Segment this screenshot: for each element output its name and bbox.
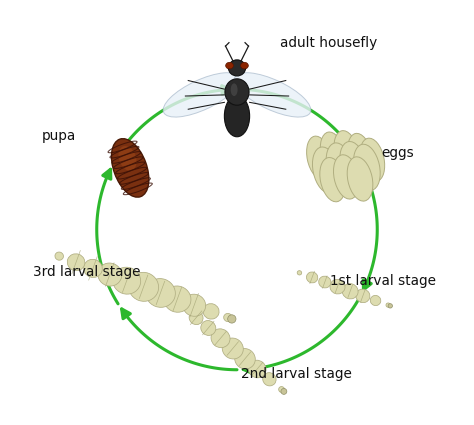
Ellipse shape [312, 147, 339, 193]
Ellipse shape [222, 338, 243, 359]
Ellipse shape [211, 329, 230, 348]
Ellipse shape [201, 320, 216, 335]
Ellipse shape [235, 348, 255, 369]
Ellipse shape [326, 143, 353, 189]
Ellipse shape [340, 142, 366, 188]
Ellipse shape [360, 138, 385, 181]
Ellipse shape [263, 373, 276, 386]
Ellipse shape [189, 311, 203, 325]
Ellipse shape [307, 136, 331, 179]
Ellipse shape [164, 286, 191, 312]
Ellipse shape [224, 314, 232, 322]
Ellipse shape [83, 259, 102, 278]
Ellipse shape [224, 96, 250, 137]
Ellipse shape [203, 303, 219, 319]
Ellipse shape [67, 254, 85, 271]
Ellipse shape [320, 132, 345, 175]
Ellipse shape [320, 158, 346, 202]
Ellipse shape [98, 263, 122, 286]
Ellipse shape [370, 295, 381, 306]
Ellipse shape [281, 388, 287, 394]
Ellipse shape [113, 267, 141, 294]
Ellipse shape [163, 73, 240, 117]
Text: pupa: pupa [42, 129, 76, 143]
Ellipse shape [248, 360, 266, 378]
Ellipse shape [334, 130, 359, 174]
Ellipse shape [128, 272, 159, 301]
Ellipse shape [354, 144, 380, 190]
Ellipse shape [279, 387, 284, 392]
Text: eggs: eggs [382, 146, 414, 160]
Ellipse shape [118, 146, 137, 171]
Ellipse shape [319, 276, 331, 288]
Ellipse shape [334, 155, 359, 199]
Text: adult housefly: adult housefly [280, 36, 377, 49]
Ellipse shape [226, 62, 233, 69]
Ellipse shape [347, 157, 373, 201]
Ellipse shape [241, 62, 248, 69]
Ellipse shape [330, 279, 345, 294]
Ellipse shape [297, 271, 301, 275]
Ellipse shape [111, 139, 149, 197]
Ellipse shape [231, 83, 237, 96]
Text: 1st larval stage: 1st larval stage [330, 274, 437, 287]
Ellipse shape [225, 79, 249, 105]
Ellipse shape [146, 278, 175, 307]
Ellipse shape [181, 305, 187, 310]
Ellipse shape [307, 272, 318, 283]
Ellipse shape [356, 289, 370, 303]
Ellipse shape [55, 252, 64, 260]
Ellipse shape [228, 60, 246, 76]
Ellipse shape [182, 294, 206, 316]
Ellipse shape [342, 283, 358, 299]
Text: 3rd larval stage: 3rd larval stage [33, 265, 140, 279]
Text: 2nd larval stage: 2nd larval stage [241, 367, 352, 381]
Ellipse shape [388, 304, 392, 308]
Ellipse shape [347, 133, 373, 177]
Ellipse shape [234, 73, 311, 117]
Ellipse shape [228, 315, 236, 323]
Ellipse shape [386, 303, 391, 307]
